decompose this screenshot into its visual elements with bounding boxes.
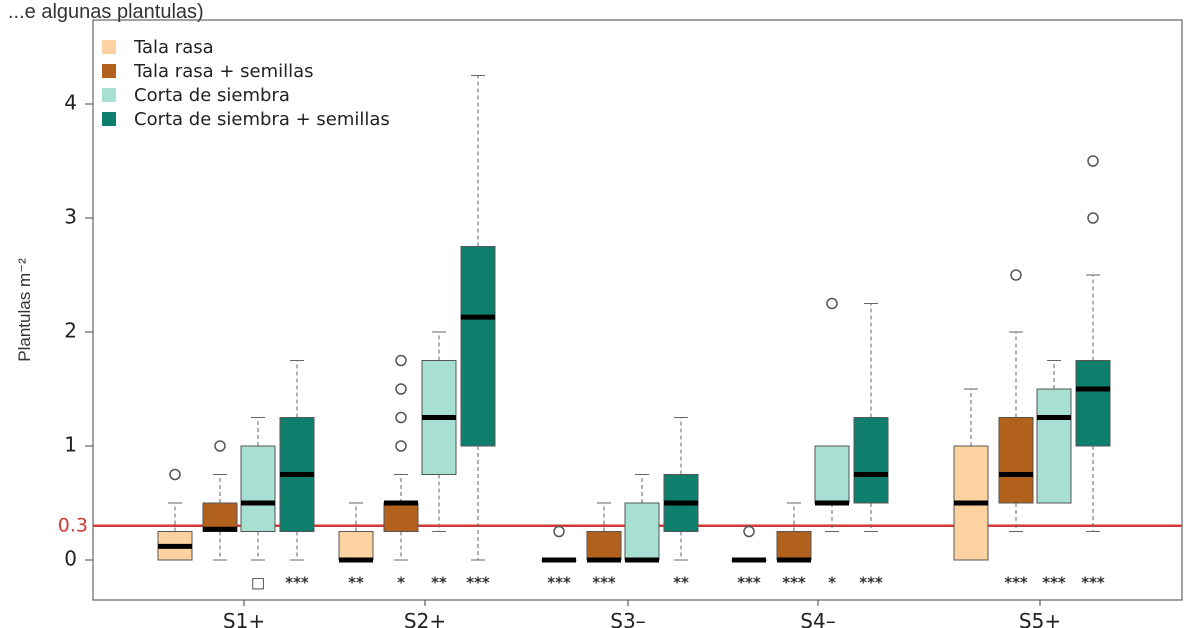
box-1-2: ** — [421, 331, 457, 592]
x-category-label: S5+ — [1019, 609, 1061, 628]
box-1-1: * — [383, 354, 419, 592]
legend-label: Tala rasa + semillas — [133, 61, 314, 82]
box-1-3: *** — [460, 75, 496, 592]
outlier-point — [395, 440, 407, 452]
outlier-point — [826, 297, 838, 310]
box-rect — [460, 246, 496, 447]
significance-label: * — [828, 574, 836, 592]
box-rect — [383, 502, 419, 532]
box-rect — [338, 531, 374, 561]
significance-label: * — [397, 574, 405, 592]
significance-label: *** — [859, 574, 883, 592]
significance-label: *** — [782, 574, 806, 592]
box-4-2: *** — [1036, 360, 1072, 592]
plot-frame — [92, 19, 1183, 601]
y-axis-label: Plantulas m⁻² — [15, 258, 34, 362]
y-axis-ticks: 0 1 2 3 4 — [64, 91, 93, 571]
significance-label: *** — [547, 574, 571, 592]
y-tick-label: 0 — [64, 547, 77, 571]
box-3-3: *** — [853, 303, 889, 592]
reference-line-label: 0.3 — [58, 514, 88, 536]
significance-label: *** — [466, 574, 490, 592]
significance-label: *** — [285, 574, 309, 592]
box-rect — [814, 445, 850, 504]
outlier-point — [395, 383, 407, 395]
significance-label: *** — [592, 574, 616, 592]
box-2-2 — [624, 474, 660, 563]
x-category-label: S4– — [800, 609, 835, 628]
box-4-1: *** — [998, 269, 1034, 592]
box-3-0: *** — [731, 525, 767, 592]
significance-label: ** — [673, 574, 689, 592]
y-tick-label: 4 — [64, 91, 77, 115]
box-2-0: *** — [541, 525, 577, 592]
box-2-3: ** — [663, 417, 699, 592]
box-2-1: *** — [586, 502, 622, 592]
box-rect — [1036, 388, 1072, 504]
legend-label: Tala rasa — [133, 37, 214, 58]
y-tick-label: 1 — [64, 433, 77, 457]
box-rect — [586, 531, 622, 561]
significance-label: *** — [1081, 574, 1105, 592]
box-0-2: □ — [240, 417, 276, 592]
outlier-point — [395, 411, 407, 424]
outlier-point — [743, 525, 755, 538]
significance-label: ** — [431, 574, 447, 592]
outlier-point — [1087, 155, 1099, 167]
x-category-label: S3– — [610, 609, 645, 628]
box-4-0 — [953, 388, 989, 561]
legend-swatch — [102, 112, 116, 126]
box-0-1 — [202, 440, 238, 561]
box-rect — [1075, 360, 1111, 447]
box-4-3: *** — [1075, 155, 1111, 592]
y-tick-label: 2 — [64, 319, 77, 343]
x-axis-categories: S1+ S2+ S3– S4– S5+ — [223, 600, 1061, 628]
outlier-point — [395, 354, 407, 367]
legend-label: Corta de siembra + semillas — [134, 109, 390, 130]
significance-label: ** — [348, 574, 364, 592]
box-rect — [240, 445, 276, 532]
outlier-point — [1087, 212, 1099, 224]
significance-label: *** — [1004, 574, 1028, 592]
legend-swatch — [102, 64, 116, 78]
significance-label: *** — [737, 574, 761, 592]
outlier-point — [169, 468, 181, 481]
box-3-1: *** — [776, 502, 812, 592]
legend: Tala rasa Tala rasa + semillas Corta de si… — [102, 37, 390, 130]
box-rect — [624, 502, 660, 561]
outlier-point — [553, 525, 565, 538]
box-rect — [776, 531, 812, 561]
box-series: □ *** ** * ** *** *** *** ** *** *** * *** *** *** *** — [157, 75, 1111, 592]
top-text: ...e algunas plantulas) — [8, 1, 204, 23]
legend-swatch — [102, 40, 116, 54]
x-category-label: S2+ — [404, 609, 446, 628]
box-0-3: *** — [279, 360, 315, 592]
significance-label: □ — [251, 574, 265, 592]
legend-swatch — [102, 88, 116, 102]
box-rect — [853, 417, 889, 504]
x-category-label: S1+ — [223, 609, 265, 628]
legend-label: Corta de siembra — [134, 85, 290, 106]
box-0-0 — [157, 468, 193, 561]
significance-label: *** — [1042, 574, 1066, 592]
box-rect — [998, 417, 1034, 504]
box-1-0: ** — [338, 502, 374, 592]
y-tick-label: 3 — [64, 205, 77, 229]
outlier-point — [214, 440, 226, 452]
box-3-2: * — [814, 297, 850, 592]
outlier-point — [1010, 269, 1022, 281]
